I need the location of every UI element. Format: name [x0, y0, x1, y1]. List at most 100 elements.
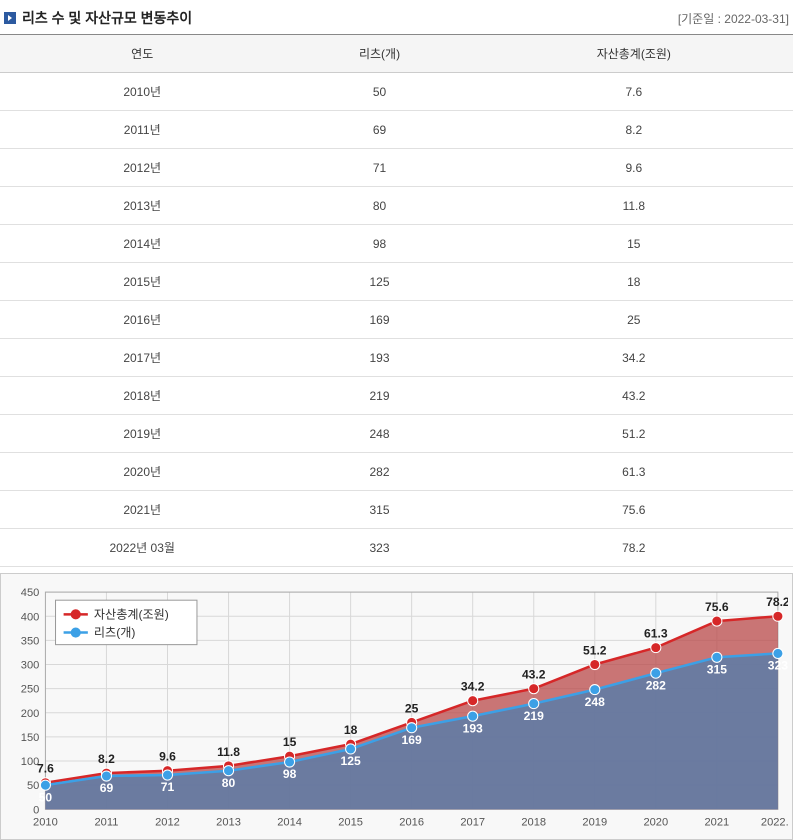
- title-wrap: 리츠 수 및 자산규모 변동추이: [4, 8, 192, 28]
- svg-text:125: 125: [341, 754, 361, 768]
- svg-text:0: 0: [33, 804, 39, 816]
- svg-text:323: 323: [768, 659, 788, 673]
- svg-text:2014: 2014: [277, 816, 302, 828]
- table-row: 2016년16925: [0, 301, 793, 339]
- svg-text:50: 50: [27, 780, 39, 792]
- svg-text:2012: 2012: [155, 816, 180, 828]
- svg-text:34.2: 34.2: [461, 680, 485, 694]
- table-cell: 71: [284, 149, 474, 187]
- svg-text:169: 169: [402, 733, 422, 747]
- svg-text:43.2: 43.2: [522, 668, 546, 682]
- table-row: 2020년28261.3: [0, 453, 793, 491]
- table-cell: 69: [284, 111, 474, 149]
- table-cell: 9.6: [475, 149, 793, 187]
- svg-text:78.2: 78.2: [766, 595, 788, 609]
- svg-text:193: 193: [463, 721, 483, 735]
- table-cell: 125: [284, 263, 474, 301]
- table-row: 2018년21943.2: [0, 377, 793, 415]
- play-icon: [4, 12, 16, 24]
- table-cell: 2012년: [0, 149, 284, 187]
- svg-text:11.8: 11.8: [217, 745, 240, 759]
- table-cell: 248: [284, 415, 474, 453]
- svg-text:2015: 2015: [338, 816, 363, 828]
- table-cell: 7.6: [475, 73, 793, 111]
- svg-text:8.2: 8.2: [98, 752, 115, 766]
- table-cell: 2016년: [0, 301, 284, 339]
- svg-text:2021: 2021: [704, 816, 729, 828]
- table-cell: 11.8: [475, 187, 793, 225]
- table-row: 2021년31575.6: [0, 491, 793, 529]
- table-cell: 43.2: [475, 377, 793, 415]
- table-cell: 2022년 03월: [0, 529, 284, 567]
- svg-text:71: 71: [161, 780, 175, 794]
- svg-text:98: 98: [283, 767, 297, 781]
- svg-text:350: 350: [21, 635, 40, 647]
- table-row: 2017년19334.2: [0, 339, 793, 377]
- svg-text:50: 50: [39, 790, 53, 804]
- table-cell: 25: [475, 301, 793, 339]
- svg-text:51.2: 51.2: [583, 643, 607, 657]
- svg-text:9.6: 9.6: [159, 750, 176, 764]
- svg-text:219: 219: [524, 709, 544, 723]
- table-cell: 2017년: [0, 339, 284, 377]
- svg-text:15: 15: [283, 735, 297, 749]
- table-cell: 2011년: [0, 111, 284, 149]
- svg-text:리츠(개): 리츠(개): [94, 626, 135, 640]
- svg-text:61.3: 61.3: [644, 627, 668, 641]
- table-cell: 169: [284, 301, 474, 339]
- svg-text:75.6: 75.6: [705, 600, 729, 614]
- svg-text:2022.3: 2022.3: [761, 816, 788, 828]
- table-cell: 15: [475, 225, 793, 263]
- table-cell: 78.2: [475, 529, 793, 567]
- svg-text:2018: 2018: [521, 816, 546, 828]
- svg-text:2013: 2013: [216, 816, 241, 828]
- table-cell: 2021년: [0, 491, 284, 529]
- svg-text:300: 300: [21, 660, 40, 672]
- svg-text:2010: 2010: [33, 816, 58, 828]
- table-cell: 50: [284, 73, 474, 111]
- data-table: 연도 리츠(개) 자산총계(조원) 2010년507.62011년698.220…: [0, 34, 793, 567]
- table-cell: 2020년: [0, 453, 284, 491]
- table-cell: 2015년: [0, 263, 284, 301]
- table-cell: 34.2: [475, 339, 793, 377]
- table-row: 2012년719.6: [0, 149, 793, 187]
- table-cell: 282: [284, 453, 474, 491]
- svg-text:450: 450: [21, 587, 40, 599]
- svg-text:자산총계(조원): 자산총계(조원): [94, 607, 169, 621]
- col-year: 연도: [0, 35, 284, 73]
- table-cell: 2013년: [0, 187, 284, 225]
- col-reits: 리츠(개): [284, 35, 474, 73]
- table-cell: 75.6: [475, 491, 793, 529]
- table-cell: 61.3: [475, 453, 793, 491]
- svg-text:18: 18: [344, 723, 358, 737]
- svg-text:282: 282: [646, 678, 666, 692]
- svg-text:80: 80: [222, 776, 236, 790]
- page-title: 리츠 수 및 자산규모 변동추이: [22, 8, 192, 28]
- table-row: 2015년12518: [0, 263, 793, 301]
- header: 리츠 수 및 자산규모 변동추이 [기준일 : 2022-03-31]: [0, 0, 793, 34]
- chart-container: 0501001502002503003504004502010201120122…: [0, 573, 793, 840]
- table-cell: 8.2: [475, 111, 793, 149]
- svg-text:25: 25: [405, 701, 419, 715]
- table-cell: 315: [284, 491, 474, 529]
- col-assets: 자산총계(조원): [475, 35, 793, 73]
- table-cell: 98: [284, 225, 474, 263]
- table-row: 2014년9815: [0, 225, 793, 263]
- table-row: 2013년8011.8: [0, 187, 793, 225]
- svg-text:2020: 2020: [643, 816, 668, 828]
- svg-text:2017: 2017: [460, 816, 485, 828]
- svg-text:2016: 2016: [399, 816, 424, 828]
- svg-text:2019: 2019: [582, 816, 607, 828]
- table-cell: 51.2: [475, 415, 793, 453]
- table-row: 2019년24851.2: [0, 415, 793, 453]
- svg-text:250: 250: [21, 684, 40, 696]
- svg-text:248: 248: [585, 695, 605, 709]
- svg-text:400: 400: [21, 611, 40, 623]
- table-row: 2011년698.2: [0, 111, 793, 149]
- table-cell: 323: [284, 529, 474, 567]
- svg-text:2011: 2011: [95, 816, 119, 828]
- svg-text:315: 315: [707, 662, 727, 676]
- table-cell: 2010년: [0, 73, 284, 111]
- table-cell: 2014년: [0, 225, 284, 263]
- svg-text:200: 200: [21, 708, 40, 720]
